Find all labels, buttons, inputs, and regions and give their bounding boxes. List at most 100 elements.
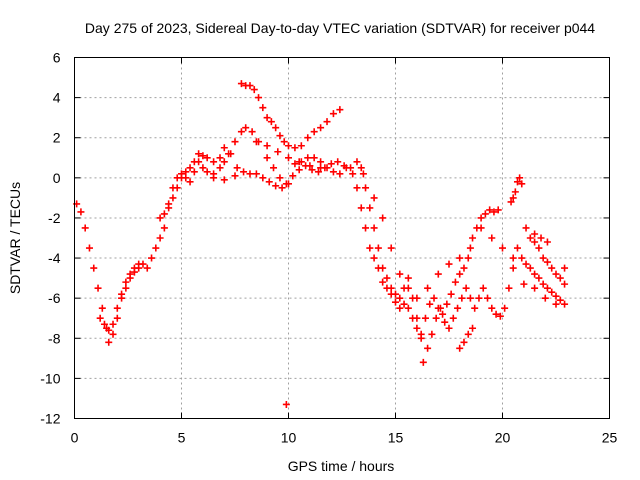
data-point [342,164,350,172]
data-point [479,284,487,292]
data-point [295,166,303,174]
data-point [105,338,113,346]
data-point [220,144,228,152]
data-point [379,214,387,222]
data-point [552,292,560,300]
x-tick-label: 10 [281,430,297,446]
data-point [469,324,477,332]
data-point [539,254,547,262]
data-point [464,254,472,262]
data-point [556,296,564,304]
data-point [169,194,177,202]
data-point [379,278,387,286]
data-point [263,114,271,122]
data-point [374,244,382,252]
data-point [484,294,492,302]
data-point [237,80,245,88]
data-point [490,208,498,216]
data-point [252,138,260,146]
data-point [445,324,453,332]
data-point [404,304,412,312]
data-point [383,274,391,282]
data-point [419,358,427,366]
data-point [199,152,207,160]
y-tick-label: -6 [48,290,61,306]
data-point [329,168,337,176]
data-point [203,168,211,176]
data-point [404,274,412,282]
data-point [90,264,98,272]
data-point [336,170,344,178]
data-point [370,224,378,232]
data-point [370,194,378,202]
data-point [308,166,316,174]
data-point [98,304,106,312]
data-point [426,300,434,308]
data-point [255,94,263,102]
data-point [122,278,130,286]
data-point [233,164,241,172]
data-point [278,184,286,192]
data-point [492,310,500,318]
data-point [531,270,539,278]
chart-title: Day 275 of 2023, Sidereal Day-to-day VTE… [85,20,595,36]
y-tick-label: 2 [53,130,61,146]
data-point [507,198,515,206]
y-tick-label: -8 [48,330,61,346]
data-point [464,330,472,338]
data-point [94,284,102,292]
data-point [511,188,519,196]
data-point [77,208,85,216]
data-point [513,244,521,252]
data-point [531,284,539,292]
data-point [280,138,288,146]
data-point [456,254,464,262]
data-point [522,224,530,232]
data-point [156,234,164,242]
data-point [272,182,280,190]
data-point [362,224,370,232]
data-point [404,284,412,292]
data-point [148,254,156,262]
data-point [289,172,297,180]
data-point [105,326,113,334]
data-point [531,230,539,238]
data-point [357,164,365,172]
data-point [314,168,322,176]
data-point [306,162,314,170]
data-point [387,290,395,298]
data-point [263,142,271,150]
data-point [460,264,468,272]
data-point [447,290,455,298]
data-point [488,234,496,242]
data-point [252,170,260,178]
data-point [428,330,436,338]
data-point [327,160,335,168]
data-point [520,280,528,288]
data-point [165,200,173,208]
data-point [274,148,282,156]
data-point [366,244,374,252]
data-point [539,280,547,288]
x-tick-label: 25 [602,430,618,446]
data-point [475,294,483,302]
data-point [109,320,117,328]
data-point [439,310,447,318]
data-point [535,274,543,282]
data-point [362,184,370,192]
data-point [126,270,134,278]
data-point [263,154,271,162]
data-point [466,244,474,252]
data-point [270,164,278,172]
data-point [265,178,273,186]
data-point [216,154,224,162]
data-point [548,288,556,296]
data-point [152,244,160,252]
data-point [304,154,312,162]
data-point [488,304,496,312]
data-point [173,174,181,182]
data-point [259,104,267,112]
data-point [458,294,466,302]
x-tick-label: 15 [388,430,404,446]
